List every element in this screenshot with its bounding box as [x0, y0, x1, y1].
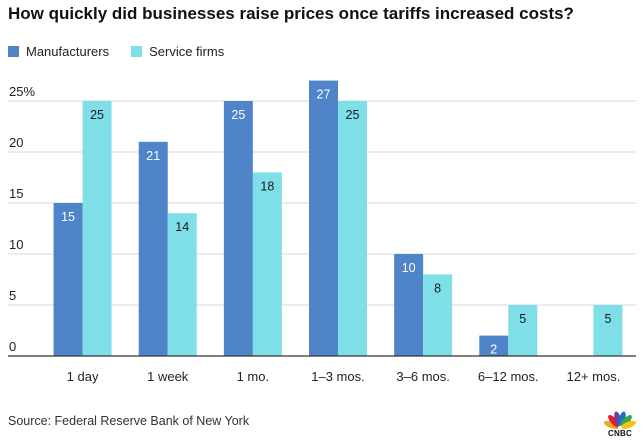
- chart-title: How quickly did businesses raise prices …: [8, 4, 574, 23]
- bar-manufacturers: [394, 254, 424, 356]
- data-label: 5: [604, 312, 611, 326]
- bar-manufacturers: [309, 80, 338, 356]
- bar-manufacturers: [53, 203, 83, 356]
- y-tick-label: 5: [9, 288, 16, 303]
- logo-text: CNBC: [608, 429, 632, 438]
- bar-service-firms: [423, 274, 453, 356]
- y-tick-label: 15: [9, 186, 23, 201]
- y-tick-label: 25%: [9, 84, 35, 99]
- data-label: 10: [402, 261, 416, 275]
- data-label: 14: [175, 220, 189, 234]
- x-tick-label: 1 week: [147, 369, 189, 384]
- cnbc-logo: CNBC: [603, 408, 637, 440]
- x-tick-label: 3–6 mos.: [396, 369, 449, 384]
- bar-service-firms: [252, 172, 282, 356]
- data-label: 15: [61, 210, 75, 224]
- y-tick-label: 10: [9, 237, 23, 252]
- data-label: 5: [519, 312, 526, 326]
- legend-swatch-service-firms: [131, 46, 143, 57]
- peacock-icon: [603, 411, 637, 431]
- y-tick-label: 0: [9, 339, 16, 354]
- legend-swatch-manufacturers: [8, 46, 19, 57]
- data-label: 27: [317, 88, 331, 102]
- bar-service-firms: [82, 101, 112, 356]
- x-tick-label: 12+ mos.: [567, 369, 621, 384]
- legend-item-service-firms: Service firms: [131, 44, 224, 59]
- y-tick-label: 20: [9, 135, 23, 150]
- x-tick-label: 6–12 mos.: [478, 369, 539, 384]
- data-label: 21: [146, 149, 160, 163]
- bar-service-firms: [167, 213, 197, 356]
- bar-manufacturers: [138, 141, 168, 356]
- legend-label-service-firms: Service firms: [149, 44, 225, 59]
- source-note: Source: Federal Reserve Bank of New York: [8, 414, 250, 428]
- x-tick-label: 1–3 mos.: [311, 369, 364, 384]
- legend-label-manufacturers: Manufacturers: [26, 44, 110, 59]
- bar-manufacturers: [479, 335, 509, 356]
- data-label: 18: [260, 179, 274, 193]
- bar-service-firms: [508, 305, 538, 356]
- data-label: 2: [490, 343, 497, 357]
- legend-item-manufacturers: Manufacturers: [8, 44, 109, 59]
- data-label: 25: [90, 108, 104, 122]
- data-label: 25: [346, 108, 360, 122]
- data-label: 8: [434, 281, 441, 295]
- chart-legend: Manufacturers Service firms: [8, 44, 246, 59]
- x-tick-label: 1 mo.: [237, 369, 270, 384]
- bar-manufacturers: [223, 101, 253, 356]
- bar-service-firms: [593, 305, 623, 356]
- bar-service-firms: [338, 101, 367, 356]
- data-label: 25: [231, 108, 245, 122]
- x-tick-label: 1 day: [67, 369, 99, 384]
